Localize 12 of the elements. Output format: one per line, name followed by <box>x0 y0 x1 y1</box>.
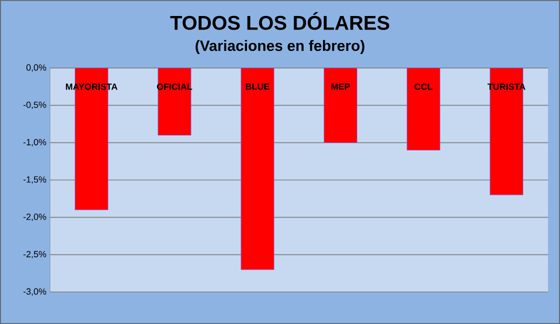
x-tick-label: BLUE <box>246 84 270 90</box>
x-tick-label: MEP <box>331 84 350 90</box>
y-tick-label: -3,0% <box>23 288 46 296</box>
y-tick-label: -2,5% <box>23 250 46 258</box>
y-tick-label: -0,5% <box>23 102 46 110</box>
y-tick-label: -1,5% <box>23 176 46 184</box>
y-tick-label: -1,0% <box>23 138 46 146</box>
y-tick-label: 0,0% <box>26 64 46 72</box>
chart-title: TODOS LOS DÓLARES <box>170 12 390 30</box>
chart-subtitle: (Variaciones en febrero) <box>196 40 364 54</box>
y-tick-label: -2,0% <box>23 214 46 222</box>
x-tick-label: CCL <box>414 84 432 90</box>
